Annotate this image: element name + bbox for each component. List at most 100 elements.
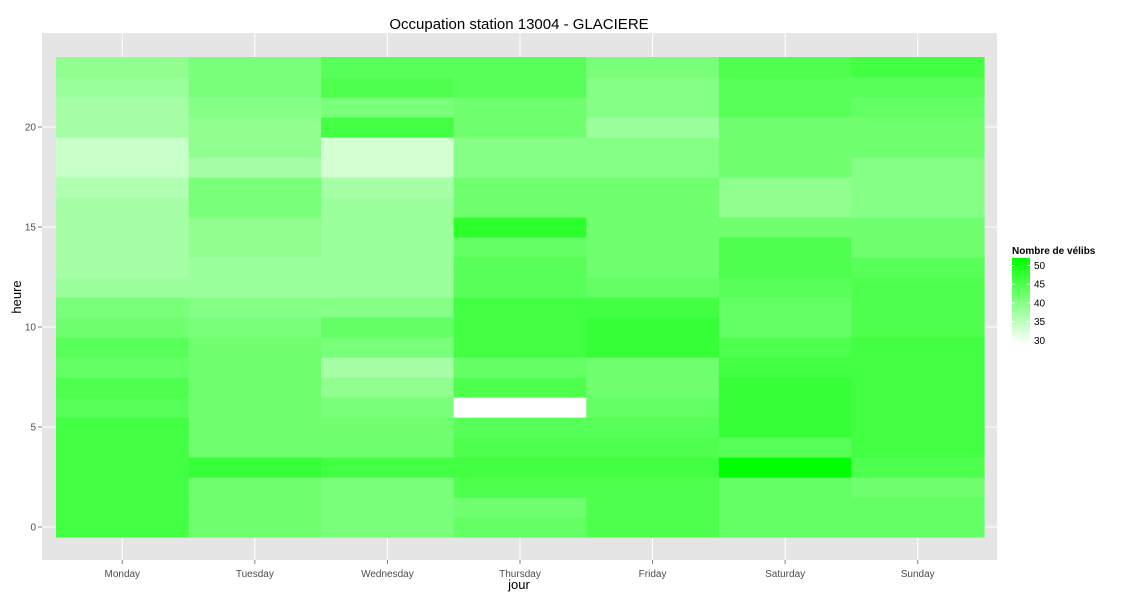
heatmap-tile (851, 457, 985, 478)
heatmap-tile (453, 437, 587, 458)
heatmap-tile (851, 317, 985, 338)
x-tick-label: Wednesday (361, 569, 414, 580)
heatmap-tile (586, 517, 720, 538)
heatmap-tile (56, 217, 190, 238)
heatmap-tile (851, 77, 985, 98)
heatmap-tile (453, 397, 587, 418)
heatmap-tile (851, 197, 985, 218)
heatmap-tile (586, 117, 720, 138)
heatmap-tile (586, 337, 720, 358)
x-tick-label: Tuesday (236, 569, 274, 580)
heatmap-tile (718, 457, 853, 478)
y-tick-label: 20 (25, 123, 37, 134)
heatmap-tile (453, 77, 587, 98)
heatmap-tile (718, 357, 853, 378)
heatmap-tile (56, 277, 190, 298)
heatmap-tile (56, 437, 190, 458)
heatmap-tile (718, 517, 853, 538)
heatmap-tile (56, 197, 190, 218)
heatmap-tile (586, 237, 720, 258)
heatmap-tile (453, 457, 587, 478)
heatmap-tile (718, 157, 853, 178)
y-tick-label: 15 (25, 223, 37, 234)
heatmap-tile (586, 297, 720, 318)
heatmap-tile (188, 497, 322, 518)
heatmap-tile (321, 377, 455, 398)
heatmap-tile (718, 297, 853, 318)
heatmap-tile (586, 97, 720, 118)
heatmap-tile (851, 377, 985, 398)
legend-tick-label: 45 (1034, 280, 1046, 291)
heatmap-tile (851, 177, 985, 198)
heatmap-tile (586, 137, 720, 158)
heatmap-tile (321, 117, 455, 138)
heatmap-tile (56, 97, 190, 118)
heatmap-tile (586, 277, 720, 298)
legend-tick-label: 30 (1034, 336, 1046, 347)
heatmap-tile (586, 377, 720, 398)
heatmap-tile (56, 477, 190, 498)
heatmap-tile (851, 397, 985, 418)
heatmap-tiles (56, 57, 985, 538)
heatmap-tile (56, 317, 190, 338)
heatmap-tile (453, 277, 587, 298)
heatmap-tile (851, 497, 985, 518)
heatmap-tile (188, 237, 322, 258)
heatmap-tile (321, 477, 455, 498)
heatmap-tile (586, 257, 720, 278)
heatmap-tile (851, 437, 985, 458)
heatmap-tile (586, 437, 720, 458)
heatmap-tile (718, 137, 853, 158)
heatmap-tile (453, 117, 587, 138)
x-axis-ticks: Monday Tuesday Wednesday Thursday Friday Satu… (104, 560, 935, 580)
x-tick-label: Monday (104, 569, 140, 580)
heatmap-tile (453, 337, 587, 358)
heatmap-tile (586, 417, 720, 438)
heatmap-tile (453, 477, 587, 498)
heatmap-tile (56, 237, 190, 258)
heatmap-tile (453, 497, 587, 518)
heatmap-tile (586, 77, 720, 98)
x-tick-label: Sunday (901, 569, 935, 580)
heatmap-tile (188, 477, 322, 498)
y-tick-label: 0 (30, 523, 36, 534)
heatmap-tile (718, 217, 853, 238)
heatmap-tile (321, 137, 455, 158)
heatmap-tile (321, 417, 455, 438)
heatmap-tile (851, 237, 985, 258)
y-tick-label: 10 (25, 323, 37, 334)
heatmap-tile (586, 217, 720, 238)
heatmap-tile (188, 457, 322, 478)
heatmap-tile (718, 277, 853, 298)
heatmap-tile (453, 357, 587, 378)
heatmap-tile (453, 97, 587, 118)
heatmap-tile (56, 357, 190, 378)
heatmap-tile (321, 497, 455, 518)
heatmap-tile (188, 117, 322, 138)
heatmap-tile (321, 197, 455, 218)
heatmap-tile (56, 337, 190, 358)
heatmap-tile (586, 317, 720, 338)
legend-tick-label: 35 (1034, 317, 1046, 328)
heatmap-tile (851, 357, 985, 378)
heatmap-tile (321, 157, 455, 178)
heatmap-tile (851, 517, 985, 538)
heatmap-tile (56, 57, 190, 78)
heatmap-tile (188, 397, 322, 418)
heatmap-tile (188, 317, 322, 338)
heatmap-tile (321, 57, 455, 78)
heatmap-tile (56, 177, 190, 198)
heatmap-tile (453, 317, 587, 338)
heatmap-tile (718, 57, 853, 78)
heatmap-tile (188, 257, 322, 278)
heatmap-tile (188, 517, 322, 538)
heatmap-tile (586, 197, 720, 218)
y-tick-label: 5 (30, 423, 36, 434)
heatmap-tile (851, 417, 985, 438)
heatmap-tile (851, 217, 985, 238)
x-tick-label: Friday (639, 569, 667, 580)
heatmap-tile (453, 517, 587, 538)
heatmap-tile (718, 397, 853, 418)
y-axis-title: heure (9, 280, 24, 313)
heatmap-tile (188, 417, 322, 438)
